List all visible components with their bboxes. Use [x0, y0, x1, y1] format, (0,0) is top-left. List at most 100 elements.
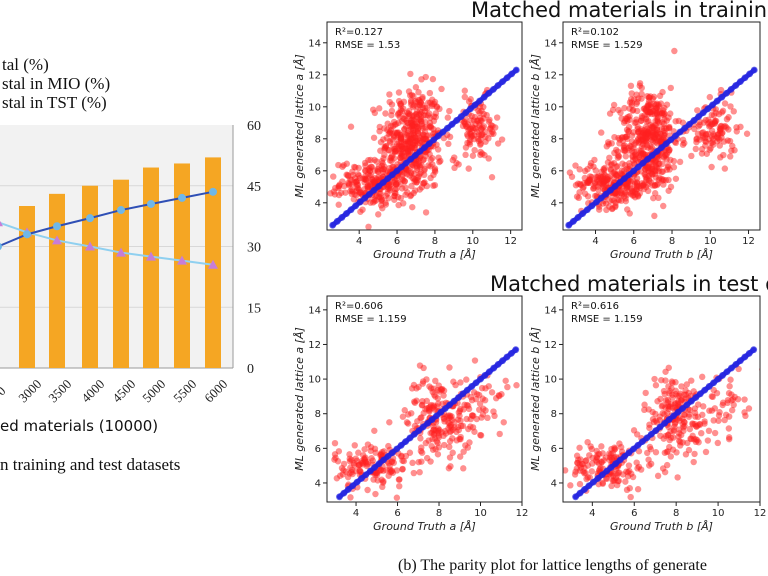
scatter-point: [629, 473, 637, 481]
scatter-point: [645, 172, 652, 180]
scatter-point: [609, 106, 617, 114]
scatter-point: [672, 118, 679, 125]
scatter-point: [627, 82, 635, 90]
scatter-point: [742, 412, 749, 420]
scatter-point: [725, 413, 733, 420]
scatter-point: [418, 76, 425, 83]
scatter-point: [446, 454, 454, 461]
scatter-point: [596, 180, 604, 188]
scatter-fit-point: [723, 89, 730, 97]
scatter-point: [690, 388, 697, 395]
scatter-fit-point: [644, 155, 651, 163]
scatter-point: [417, 116, 424, 123]
scatter-panels: 4 6 8 10 12 4 6 8 10 12 14 Ground Truth a [Å] ML gen…: [293, 21, 766, 533]
scatter-point: [405, 107, 413, 115]
scatter-fit-point: [434, 132, 442, 140]
scatter-point: [679, 421, 687, 428]
scatter-fit-point: [407, 155, 415, 163]
scatter-point: [465, 405, 473, 413]
scatter-point: [371, 178, 378, 185]
scatter-point: [382, 142, 390, 150]
scatter-point: [465, 98, 473, 105]
scatter-point: [449, 449, 456, 456]
scatter-fit-point: [672, 132, 679, 140]
scatter-point: [441, 441, 448, 449]
scatter-point: [407, 70, 414, 78]
scatter-point: [383, 134, 390, 142]
scatter-ytick-label: 4: [551, 198, 557, 209]
scatter-fit-point: [681, 124, 689, 132]
scatter-ytick-label: 12: [308, 70, 321, 81]
scatter-point: [718, 109, 726, 116]
scatter-point: [729, 407, 736, 414]
scatter-point: [480, 405, 487, 412]
scatter-point: [669, 379, 676, 386]
scatter-point: [397, 106, 405, 113]
scatter-point: [663, 461, 671, 469]
scatter-point: [648, 165, 655, 172]
scatter-point: [627, 493, 634, 501]
scatter-point: [399, 172, 406, 179]
scatter-fit-point: [597, 194, 605, 202]
scatter-point: [375, 193, 383, 201]
scatter-point: [689, 432, 696, 440]
scatter-point: [476, 400, 484, 407]
scatter-point: [671, 47, 678, 55]
combo-chart: 60 45 30 15 0 0 3000 3500 4000 4500 5000 5500 6000: [0, 119, 261, 405]
scatter-fit-point: [625, 171, 633, 179]
scatter-point: [431, 165, 439, 172]
scatter-point: [637, 147, 645, 155]
scatter-point: [635, 448, 643, 455]
scatter-point: [626, 160, 633, 167]
scatter-point: [661, 468, 669, 476]
scatter-fit-point: [388, 171, 396, 179]
scatter-point: [667, 183, 675, 191]
scatter-point: [652, 382, 660, 389]
scatter-point: [745, 405, 753, 412]
scatter-point: [417, 435, 424, 442]
scatter-point: [576, 480, 584, 488]
tst-marker: [208, 259, 218, 269]
scatter-point: [449, 156, 457, 164]
scatter-point: [645, 456, 652, 463]
scatter-fit-point: [602, 190, 610, 198]
scatter-point: [696, 118, 703, 126]
scatter-point: [615, 106, 622, 114]
scatter-point: [647, 109, 654, 116]
scatter-point: [388, 458, 395, 466]
scatter-point: [588, 468, 596, 475]
scatter-point: [374, 477, 381, 484]
scatter-point: [444, 114, 452, 121]
scatter-point: [614, 471, 621, 479]
scatter-point: [710, 386, 717, 394]
scatter-point: [698, 429, 705, 437]
scatter-point: [408, 91, 416, 99]
scatter-point: [399, 413, 407, 420]
scatter-point: [728, 147, 735, 154]
scatter-ytick-label: 4: [551, 478, 557, 489]
scatter-point: [365, 223, 372, 230]
scatter-point: [438, 85, 445, 93]
scatter-point: [388, 130, 395, 137]
scatter-point: [431, 391, 438, 399]
scatter-point: [386, 98, 393, 106]
scatter-point: [615, 152, 622, 159]
scatter-point: [710, 141, 717, 148]
scatter-ylabel: ML generated lattice a [Å]: [293, 54, 306, 198]
scatter-point: [660, 435, 667, 442]
mio-marker: [117, 206, 125, 215]
combo-bar: [143, 167, 159, 368]
scatter-point: [621, 167, 628, 174]
scatter-point: [577, 464, 585, 471]
scatter-fit-point: [718, 93, 726, 101]
scatter-fit-point: [393, 167, 401, 175]
scatter-fit-point: [425, 140, 433, 148]
scatter-point: [429, 446, 437, 453]
scatter-point: [371, 427, 378, 434]
scatter-point: [674, 400, 681, 408]
scatter-fit-point: [356, 198, 364, 206]
scatter-point: [471, 146, 478, 154]
scatter-point: [639, 182, 647, 189]
scatter-fit-point: [467, 105, 474, 113]
mio-marker: [86, 214, 94, 223]
